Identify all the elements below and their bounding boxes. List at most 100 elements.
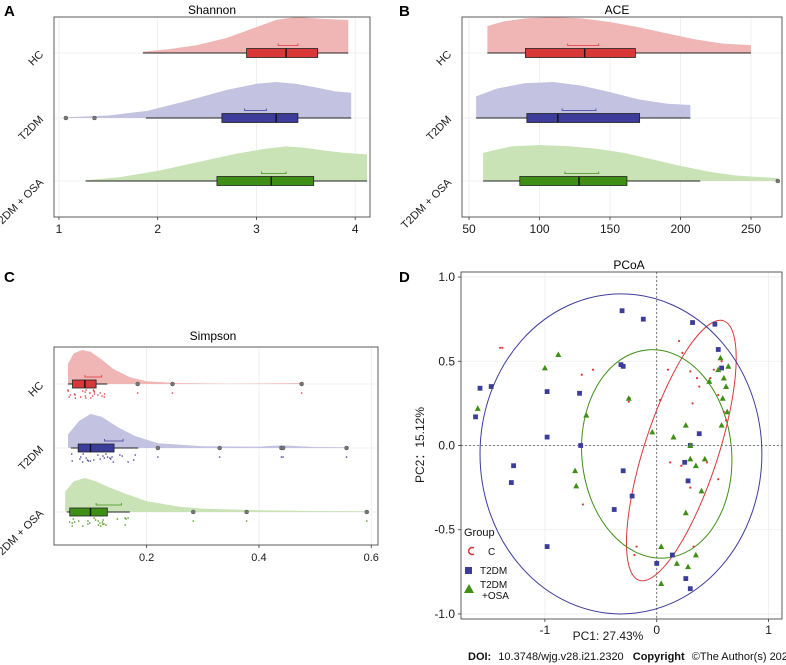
x-tick-label: 4 bbox=[352, 222, 359, 236]
point-c bbox=[720, 360, 723, 363]
point-t2dm-osa bbox=[685, 563, 692, 570]
rain-point-2 bbox=[99, 525, 102, 527]
point-t2dm-osa bbox=[687, 455, 694, 462]
confidence-ellipse-1 bbox=[479, 293, 763, 615]
rain-point-2 bbox=[97, 520, 99, 522]
box-2 bbox=[216, 176, 315, 186]
panel-letter-c: C bbox=[4, 269, 15, 286]
point-t2dm-osa bbox=[706, 378, 713, 384]
rain-point-0 bbox=[103, 396, 106, 398]
rain-point-2 bbox=[101, 523, 104, 525]
density-cloud-0 bbox=[142, 17, 349, 53]
rain-point-1 bbox=[70, 453, 73, 455]
rain-point-2 bbox=[72, 518, 75, 520]
legend-label-c: C bbox=[488, 547, 495, 558]
rain-point-2 bbox=[102, 519, 104, 521]
y-tick-label: 0.0 bbox=[438, 439, 455, 453]
title-simpson: Simpson bbox=[190, 329, 237, 343]
point-c bbox=[717, 478, 720, 481]
confidence-ellipse-0 bbox=[625, 319, 737, 582]
rain-point-1 bbox=[82, 453, 84, 455]
rain-point-1 bbox=[345, 456, 348, 458]
point-t2dm bbox=[488, 384, 494, 389]
x-tick-label: 3 bbox=[253, 222, 260, 236]
point-c bbox=[709, 377, 712, 380]
point-c bbox=[581, 503, 585, 506]
rain-point-2 bbox=[124, 524, 126, 526]
rain-point-1 bbox=[121, 455, 123, 457]
pcoa-x-label: PC1: 27.43% bbox=[573, 629, 644, 643]
rain-point-1 bbox=[86, 459, 89, 461]
point-c bbox=[724, 419, 728, 422]
point-t2dm-osa bbox=[658, 580, 665, 587]
rain-point-1 bbox=[110, 458, 112, 460]
point-t2dm-osa bbox=[670, 433, 677, 440]
point-t2dm-osa bbox=[649, 428, 656, 435]
rain-point-1 bbox=[80, 456, 82, 458]
copyright-value: ©The Author(s) 2022. bbox=[692, 651, 786, 663]
rain-point-0 bbox=[84, 391, 86, 393]
rain-point-0 bbox=[93, 390, 95, 392]
point-t2dm-osa bbox=[719, 395, 726, 401]
category-label-0: HC bbox=[26, 49, 46, 69]
rain-point-2 bbox=[105, 524, 107, 526]
rain-point-2 bbox=[87, 523, 89, 525]
density-cloud-0 bbox=[487, 17, 751, 53]
density-cloud-2 bbox=[85, 146, 367, 181]
point-c bbox=[669, 461, 672, 464]
footer-line: DOI: 10.3748/wjg.v28.i21.2320 Copyright … bbox=[468, 651, 786, 663]
mean-ci-0 bbox=[277, 43, 299, 46]
rain-point-1 bbox=[218, 456, 221, 458]
point-t2dm-osa bbox=[717, 354, 724, 361]
point-t2dm bbox=[696, 431, 702, 437]
mean-ci-2 bbox=[564, 171, 600, 174]
rain-point-0 bbox=[93, 393, 96, 395]
box-1 bbox=[526, 113, 641, 123]
rain-point-1 bbox=[85, 457, 87, 459]
rain-point-1 bbox=[97, 454, 99, 456]
rain-point-2 bbox=[82, 525, 84, 527]
y-tick-label: -0.5 bbox=[434, 523, 455, 537]
mean-ci-1 bbox=[244, 108, 267, 111]
rain-point-2 bbox=[116, 518, 119, 520]
rain-point-1 bbox=[127, 461, 129, 463]
rain-point-1 bbox=[112, 461, 114, 463]
category-label-2: T2DM + OSA bbox=[0, 176, 47, 231]
density-cloud-2 bbox=[65, 478, 367, 512]
point-t2dm bbox=[654, 561, 660, 566]
outlier-point-2 bbox=[191, 509, 196, 515]
rain-point-2 bbox=[77, 520, 80, 522]
point-t2dm-osa bbox=[718, 422, 725, 428]
point-c bbox=[717, 393, 720, 397]
point-t2dm-osa bbox=[555, 351, 562, 357]
x-tick-label: 1 bbox=[765, 623, 772, 637]
point-t2dm bbox=[715, 347, 721, 352]
mean-ci-2 bbox=[260, 171, 287, 174]
point-t2dm-osa bbox=[692, 551, 699, 558]
point-c bbox=[695, 377, 699, 380]
rain-point-1 bbox=[157, 456, 159, 458]
box-2 bbox=[519, 176, 628, 186]
point-t2dm bbox=[682, 459, 688, 465]
point-t2dm bbox=[511, 463, 516, 469]
rain-point-2 bbox=[125, 518, 127, 520]
point-t2dm-osa bbox=[541, 364, 548, 371]
point-c bbox=[689, 370, 692, 373]
y-tick-label: -1.0 bbox=[434, 607, 455, 621]
doi-label: DOI: bbox=[468, 651, 491, 663]
outlier-point-1 bbox=[63, 115, 69, 121]
plot-frame bbox=[53, 16, 371, 218]
rain-point-2 bbox=[101, 521, 104, 523]
box-0 bbox=[525, 48, 636, 58]
point-t2dm bbox=[669, 552, 675, 558]
point-c bbox=[591, 368, 595, 371]
rain-point-1 bbox=[280, 456, 283, 458]
point-t2dm-osa bbox=[720, 374, 727, 381]
rain-point-0 bbox=[68, 396, 70, 398]
legend-label-line: +OSA bbox=[482, 591, 509, 602]
rain-point-2 bbox=[87, 520, 89, 522]
legend-label-t2dm: T2DM bbox=[480, 566, 507, 577]
x-tick-label: 50 bbox=[462, 222, 476, 236]
